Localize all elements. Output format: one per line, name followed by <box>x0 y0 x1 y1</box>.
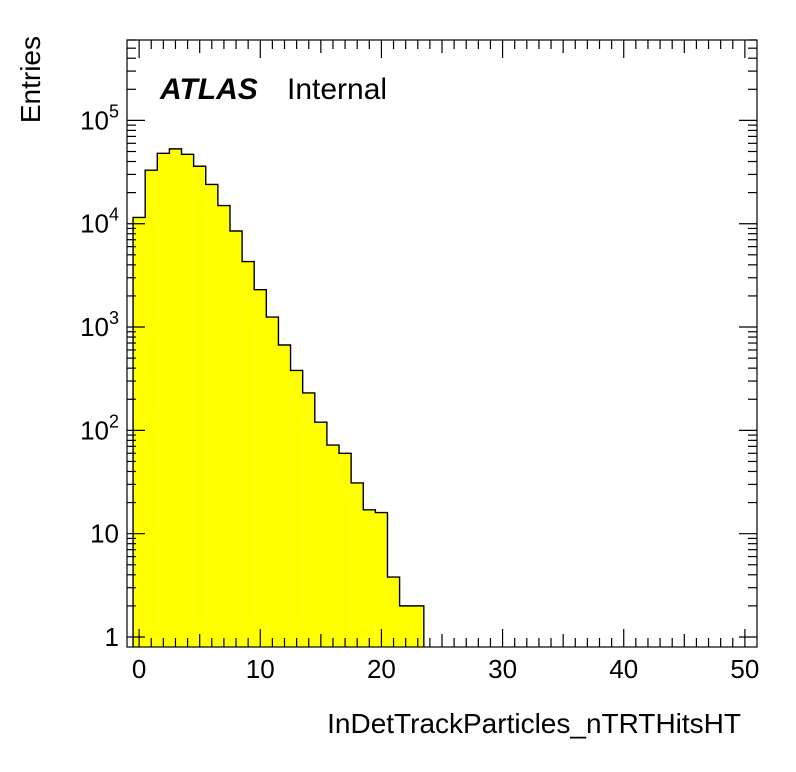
histogram-bin <box>411 605 424 647</box>
y-axis-title: Entries <box>15 36 46 123</box>
y-tick-label: 105 <box>80 101 119 135</box>
histogram-bin <box>339 453 352 647</box>
histogram-bin <box>242 261 255 647</box>
histogram-bin <box>157 153 170 647</box>
histogram-bin <box>314 422 327 647</box>
histogram-bin <box>399 605 412 647</box>
histogram-bin <box>387 577 400 647</box>
histogram-bin <box>326 445 340 647</box>
histogram-bin <box>254 289 267 647</box>
histogram-bin <box>193 166 206 647</box>
x-tick-label: 30 <box>488 654 517 684</box>
y-tick-labels: 1 10 102 103 104 105 <box>80 101 119 652</box>
histogram-bin <box>217 205 230 648</box>
histogram-bin <box>375 512 388 647</box>
histogram-bars <box>132 148 425 648</box>
y-tick-label: 104 <box>80 205 119 239</box>
internal-label: Internal <box>287 73 387 106</box>
axis-ticks <box>127 39 757 647</box>
y-tick-label: 10 <box>90 519 119 549</box>
histogram-bin <box>145 170 158 647</box>
histogram-bin <box>181 154 194 647</box>
y-tick-label: 102 <box>80 411 119 445</box>
histogram-bin <box>363 509 376 647</box>
atlas-label: ATLAS <box>159 73 258 106</box>
histogram-bin <box>133 217 146 647</box>
histogram-bin <box>229 231 243 648</box>
y-tick-label: 1 <box>105 622 119 652</box>
histogram-bin <box>266 317 279 647</box>
histogram-bin <box>278 345 291 647</box>
x-axis-title: InDetTrackParticles_nTRTHitsHT <box>327 708 741 739</box>
x-tick-label: 20 <box>367 654 396 684</box>
x-tick-label: 0 <box>132 654 146 684</box>
y-tick-label: 103 <box>80 308 119 342</box>
x-tick-label: 50 <box>730 654 759 684</box>
x-tick-label: 40 <box>609 654 638 684</box>
histogram-bin <box>205 184 218 647</box>
histogram-bin <box>351 482 364 647</box>
histogram-bin <box>169 148 182 647</box>
histogram-bin <box>290 370 303 647</box>
histogram-outline <box>132 148 425 647</box>
x-tick-label: 10 <box>246 654 275 684</box>
histogram-bin <box>302 392 315 647</box>
x-tick-labels: 0 10 20 30 40 50 <box>132 654 759 684</box>
